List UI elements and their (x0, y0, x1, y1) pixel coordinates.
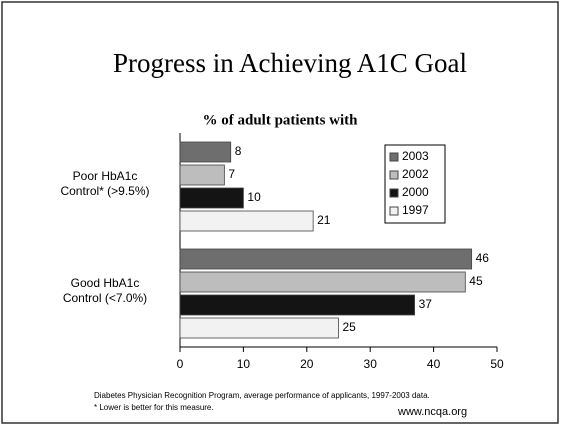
data-label: 46 (476, 251, 490, 265)
bar (179, 164, 225, 186)
category-label-box: Good HbA1c Control (<7.0%) (62, 275, 148, 305)
chart-title: Progress in Achieving A1C Goal (113, 48, 467, 78)
y-tick-label: Poor HbA1c Control* (>9.5%) (60, 168, 150, 198)
x-tick-label: 30 (364, 357, 378, 371)
data-label: 10 (247, 190, 261, 204)
legend-label: 1997 (402, 203, 429, 217)
legend-swatch (389, 152, 399, 162)
source: www.ncqa.org (397, 406, 467, 418)
legend-label: 2003 (402, 149, 429, 163)
footnote: Diabetes Physician Recognition Program, … (94, 391, 430, 400)
bar (179, 141, 232, 163)
bar (179, 187, 244, 209)
data-label: 21 (317, 213, 331, 227)
category-label-box: Poor HbA1c Control* (>9.5%) (60, 168, 150, 198)
bar (179, 210, 314, 232)
x-tick-label: 0 (177, 357, 184, 371)
subtitle: % of adult patients with (202, 112, 358, 128)
x-tick-label: 20 (300, 357, 314, 371)
legend-label: 2000 (402, 185, 429, 199)
legend-swatch (389, 206, 399, 216)
data-label: 7 (228, 167, 235, 181)
legend-label: 2002 (402, 167, 429, 181)
data-label: 45 (469, 274, 483, 288)
bar (179, 317, 339, 339)
y-tick-label: Good HbA1c Control (<7.0%) (62, 275, 148, 305)
data-label: 25 (343, 320, 357, 334)
x-tick-label: 40 (427, 357, 441, 371)
x-tick-label: 10 (237, 357, 251, 371)
footnote: * Lower is better for this measure. (94, 403, 214, 412)
x-tick-label: 50 (490, 357, 504, 371)
legend-swatch (389, 170, 399, 180)
data-label: 8 (235, 144, 242, 158)
data-label: 37 (419, 297, 433, 311)
legend-swatch (389, 188, 399, 198)
bar (179, 294, 415, 316)
bar (179, 248, 473, 270)
bar (179, 271, 466, 293)
